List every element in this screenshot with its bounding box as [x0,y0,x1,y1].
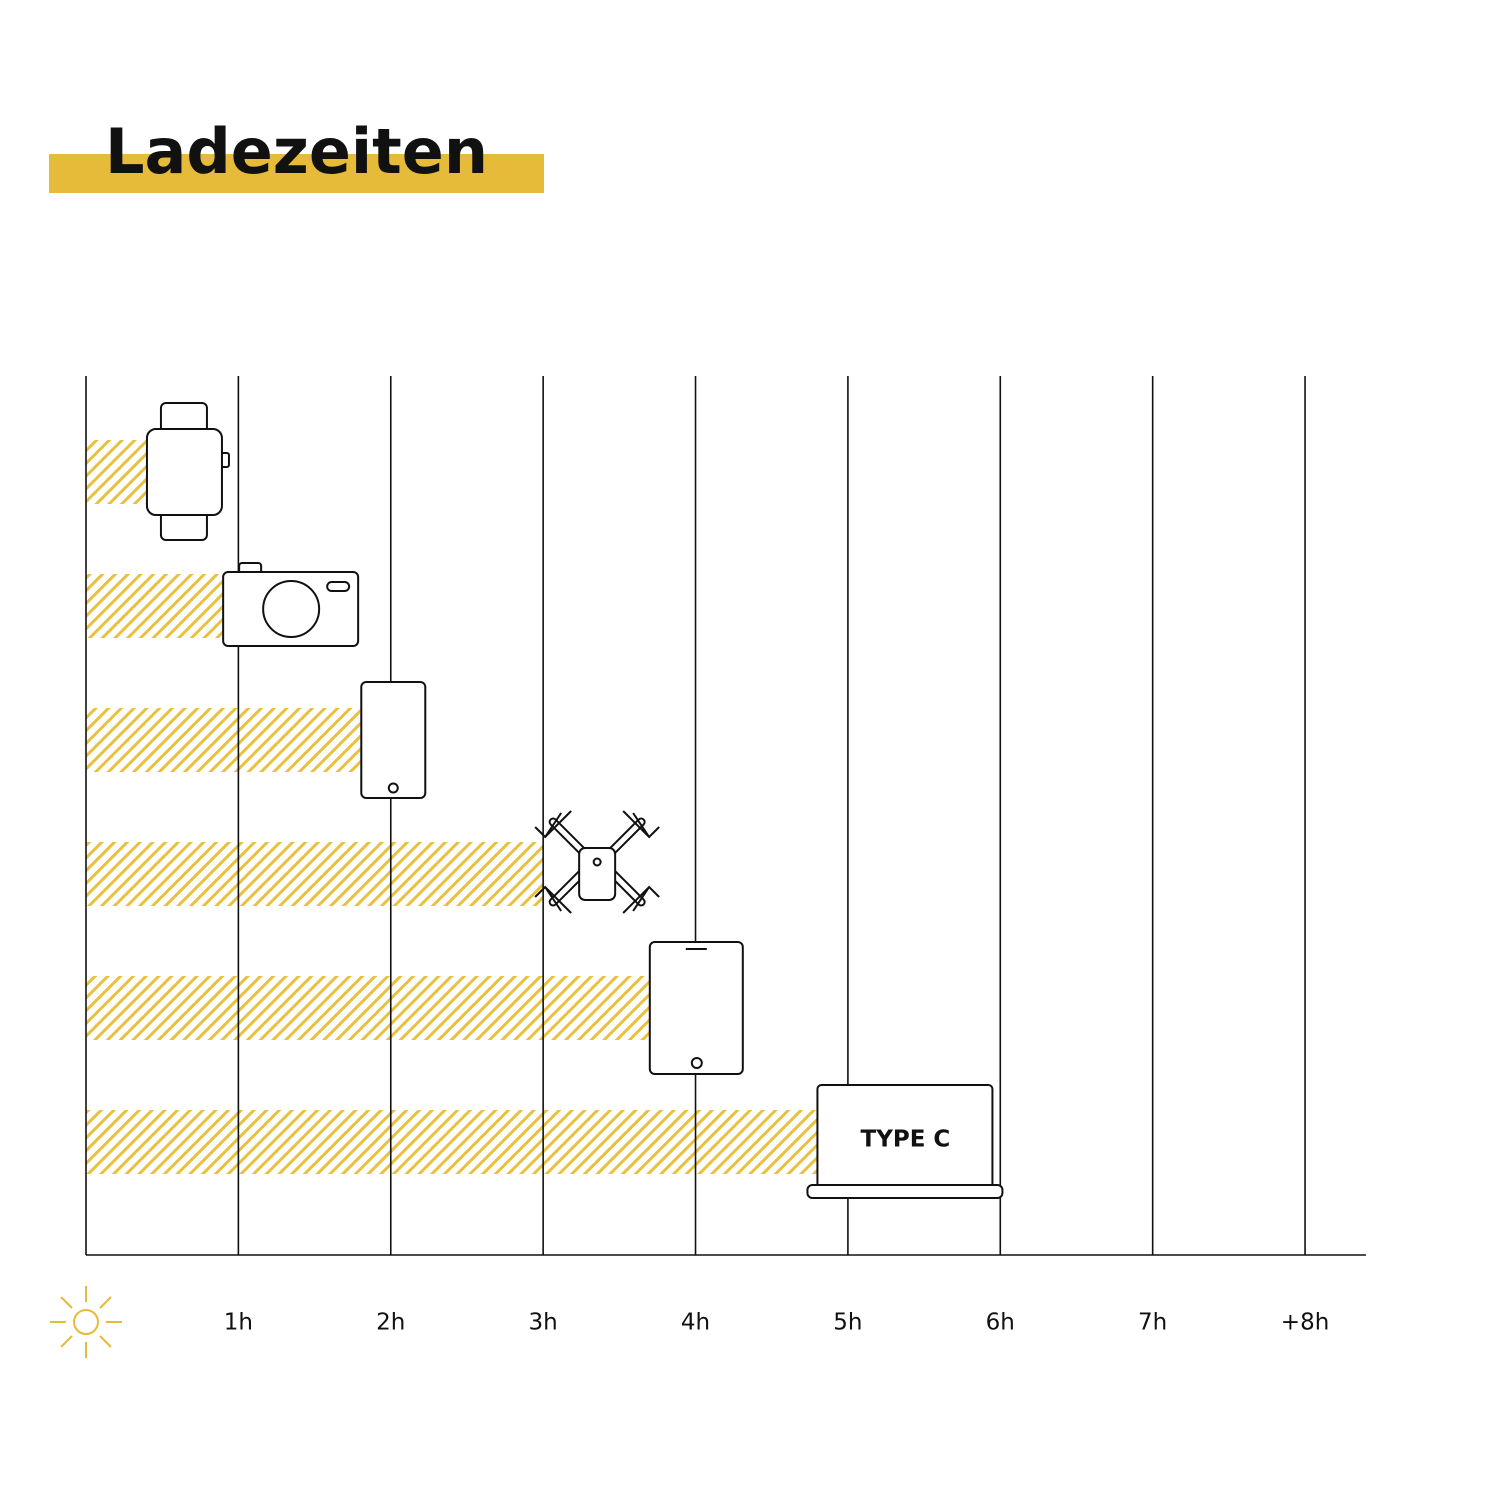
bar [86,708,361,772]
icon-part [145,428,223,516]
annotation: TYPE C [861,1127,951,1153]
icon-part [622,810,660,839]
icon-part [648,941,744,1075]
icon-part [387,782,399,794]
x-tick-label: +8h [1281,1310,1329,1336]
device-icon [534,810,660,914]
icon-part [534,810,572,839]
bar [86,574,224,638]
icon-part [534,885,572,914]
x-tick-label: 3h [529,1310,558,1336]
sun-icon [50,1286,122,1358]
device-icon [648,941,744,1075]
icon-part [690,1057,703,1069]
x-tick-label: 5h [833,1310,862,1336]
chart-title: Ladezeiten [105,115,488,188]
icon-part [592,857,602,867]
bar [86,842,544,906]
bar [86,440,147,504]
icon-part [262,580,321,638]
x-tick-label: 4h [681,1310,710,1336]
device-icon: TYPE C [806,1084,1004,1199]
bar [86,1110,818,1174]
icon-part [550,819,586,855]
x-tick-label: 6h [986,1310,1015,1336]
title-highlight [49,154,544,193]
x-tick-label: 1h [224,1310,253,1336]
icon-part [578,847,617,901]
device-icon [222,562,360,647]
icon-part [326,581,351,592]
device-icon [360,681,427,799]
device-icon [145,402,230,541]
bar [86,976,650,1040]
icon-part [806,1184,1004,1199]
icon-part [622,885,660,914]
icon-part [360,681,427,799]
icon-part [608,819,644,855]
x-tick-label: 2h [376,1310,405,1336]
x-tick-label: 7h [1138,1310,1167,1336]
